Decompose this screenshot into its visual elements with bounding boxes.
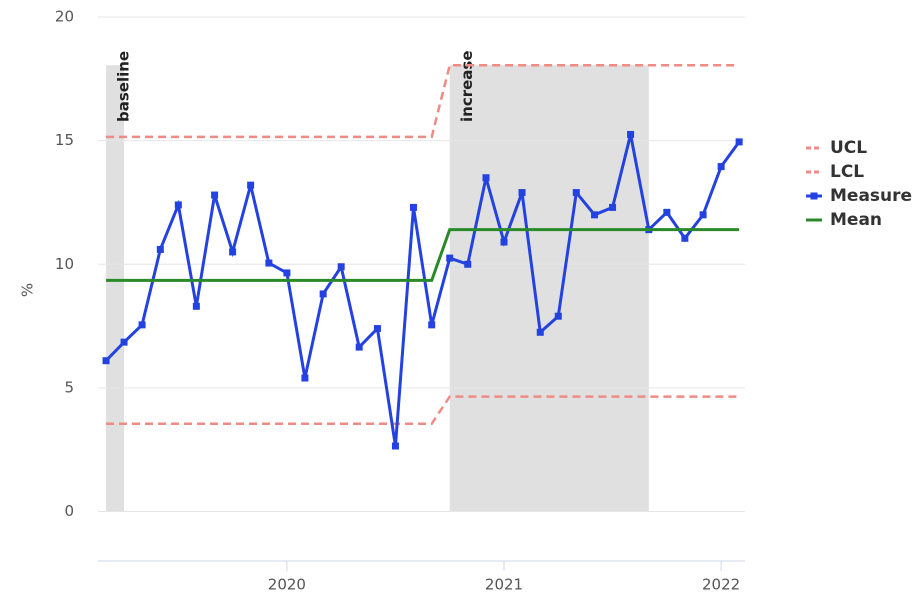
point <box>283 269 291 277</box>
point <box>609 203 617 211</box>
point <box>446 254 454 262</box>
legend-marker <box>810 192 818 200</box>
point <box>572 189 580 197</box>
point <box>174 201 182 209</box>
point <box>319 290 327 298</box>
point <box>699 211 707 219</box>
point <box>663 208 671 216</box>
point <box>355 343 363 351</box>
point <box>735 138 743 146</box>
point <box>138 321 146 329</box>
point <box>409 203 417 211</box>
point <box>247 181 255 189</box>
x-tick-label: 2020 <box>268 576 306 594</box>
band-label: increase <box>458 50 476 122</box>
point <box>591 211 599 219</box>
point <box>554 312 562 320</box>
point <box>265 259 273 267</box>
series-line <box>106 395 740 426</box>
point <box>120 338 128 346</box>
point <box>102 357 110 365</box>
series-line <box>106 63 740 139</box>
legend-label: Measure <box>830 186 912 206</box>
legend-label: UCL <box>830 138 867 158</box>
x-tick-label: 2021 <box>485 576 523 594</box>
point <box>337 263 345 271</box>
point <box>717 163 725 171</box>
legend-label: Mean <box>830 210 882 230</box>
x-tick-label: 2022 <box>702 576 740 594</box>
point <box>536 328 544 336</box>
point <box>156 245 164 253</box>
y-tick-label: 5 <box>64 378 74 396</box>
point <box>428 321 436 329</box>
point <box>464 260 472 268</box>
series-line <box>104 134 741 447</box>
y-tick-label: 10 <box>55 255 74 273</box>
point <box>391 442 399 450</box>
point <box>211 191 219 199</box>
y-tick-label: 20 <box>55 8 74 26</box>
series-line <box>106 228 740 282</box>
point <box>681 234 689 242</box>
point <box>301 374 309 382</box>
y-tick-label: 0 <box>64 502 74 520</box>
band <box>449 65 649 512</box>
point <box>229 248 237 256</box>
band-label: baseline <box>115 51 133 122</box>
point <box>627 130 635 138</box>
band <box>106 65 125 512</box>
point <box>518 189 526 197</box>
legend-label: LCL <box>830 162 864 182</box>
point <box>482 174 490 182</box>
y-tick-label: 15 <box>55 131 74 149</box>
point <box>192 302 200 310</box>
point <box>500 238 508 246</box>
y-axis-label: % <box>19 283 37 297</box>
point <box>373 325 381 333</box>
